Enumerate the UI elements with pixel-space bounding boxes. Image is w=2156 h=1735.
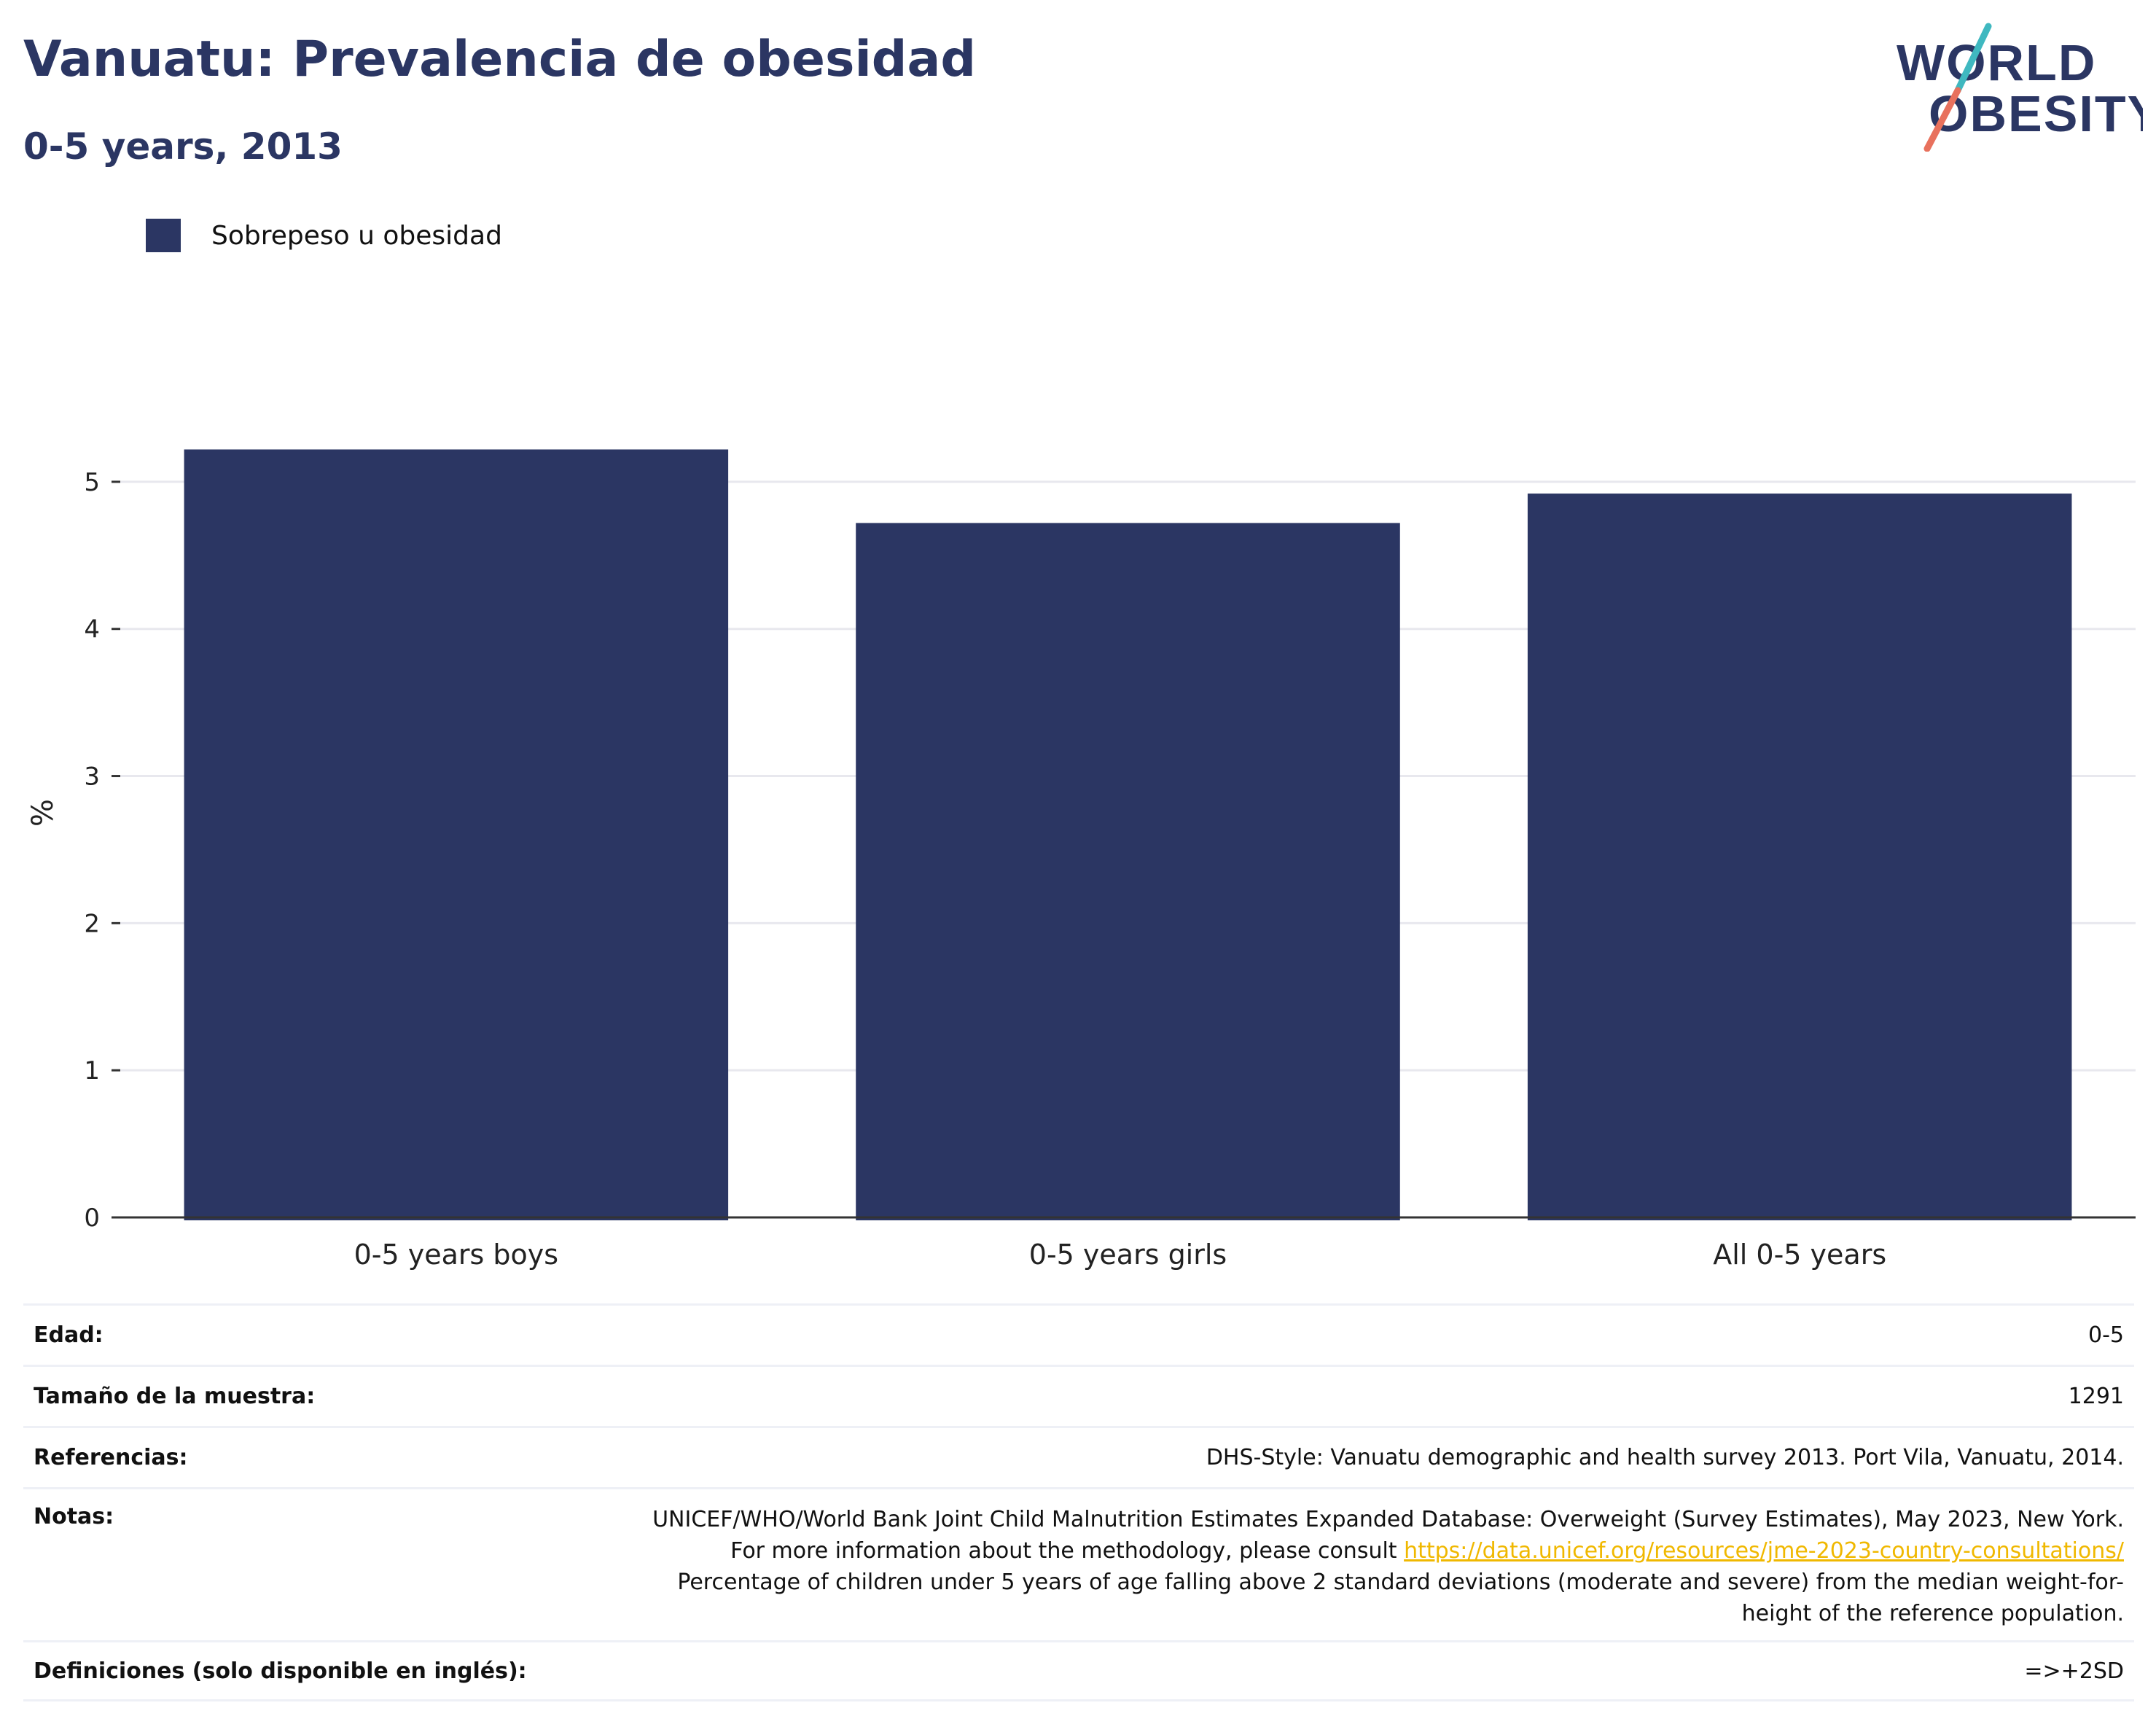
logo-line-2: OBESITY bbox=[1929, 85, 2143, 142]
references-label: Referencias: bbox=[34, 1445, 188, 1470]
age-label: Edad: bbox=[34, 1322, 103, 1348]
world-obesity-logo: WORLD OBESITY bbox=[1897, 23, 2143, 152]
references-value: DHS-Style: Vanuatu demographic and healt… bbox=[1206, 1445, 2124, 1470]
info-row-age: Edad: 0-5 bbox=[23, 1303, 2134, 1365]
x-tick-label: 0-5 years girls bbox=[1029, 1239, 1227, 1271]
bar bbox=[1527, 494, 2072, 1220]
bar-chart: 0 1 2 3 4 5 0-5 years boys 0-5 years girls All 0… bbox=[26, 449, 2136, 1271]
definitions-value: =>+2SD bbox=[2024, 1658, 2124, 1684]
x-tick-label: All 0-5 years bbox=[1713, 1239, 1886, 1271]
logo-slash-bottom bbox=[1923, 87, 1961, 152]
info-table: Edad: 0-5 Tamaño de la muestra: 1291 Ref… bbox=[23, 1303, 2134, 1701]
legend-label: Sobrepeso u obesidad bbox=[211, 220, 502, 251]
chart-subtitle: 0-5 years, 2013 bbox=[23, 125, 343, 168]
info-row-references: Referencias: DHS-Style: Vanuatu demograp… bbox=[23, 1426, 2134, 1487]
sample-label: Tamaño de la muestra: bbox=[34, 1384, 316, 1409]
definitions-label: Definiciones (solo disponible en inglés)… bbox=[34, 1658, 527, 1684]
notes-value: UNICEF/WHO/World Bank Joint Child Malnut… bbox=[622, 1504, 2124, 1629]
y-axis-label: % bbox=[26, 799, 60, 827]
sample-value: 1291 bbox=[2068, 1384, 2124, 1409]
notes-label: Notas: bbox=[34, 1504, 114, 1529]
y-tick-label: 1 bbox=[84, 1056, 100, 1085]
y-tick-label: 3 bbox=[84, 763, 100, 792]
bar bbox=[184, 449, 729, 1221]
info-row-sample: Tamaño de la muestra: 1291 bbox=[23, 1365, 2134, 1426]
notes-text-before: UNICEF/WHO/World Bank Joint Child Malnut… bbox=[652, 1507, 2124, 1564]
age-value: 0-5 bbox=[2088, 1322, 2124, 1348]
legend-swatch bbox=[146, 219, 181, 252]
logo-line-1: WORLD bbox=[1897, 34, 2096, 91]
y-tick-label: 0 bbox=[84, 1204, 100, 1233]
bar bbox=[856, 523, 1400, 1220]
y-tick-label: 5 bbox=[84, 468, 100, 497]
y-tick-label: 2 bbox=[84, 909, 100, 938]
info-row-notes: Notas: UNICEF/WHO/World Bank Joint Child… bbox=[23, 1487, 2134, 1640]
notes-link[interactable]: https://data.unicef.org/resources/jme-20… bbox=[1404, 1538, 2124, 1564]
legend: Sobrepeso u obesidad bbox=[146, 217, 502, 254]
x-tick-label: 0-5 years boys bbox=[354, 1239, 558, 1271]
logo-slash-top bbox=[1954, 23, 1992, 94]
y-tick-label: 4 bbox=[84, 615, 100, 644]
notes-text-after: Percentage of children under 5 years of … bbox=[677, 1570, 2124, 1626]
info-row-definitions: Definiciones (solo disponible en inglés)… bbox=[23, 1640, 2134, 1701]
chart-title: Vanuatu: Prevalencia de obesidad bbox=[23, 31, 977, 88]
